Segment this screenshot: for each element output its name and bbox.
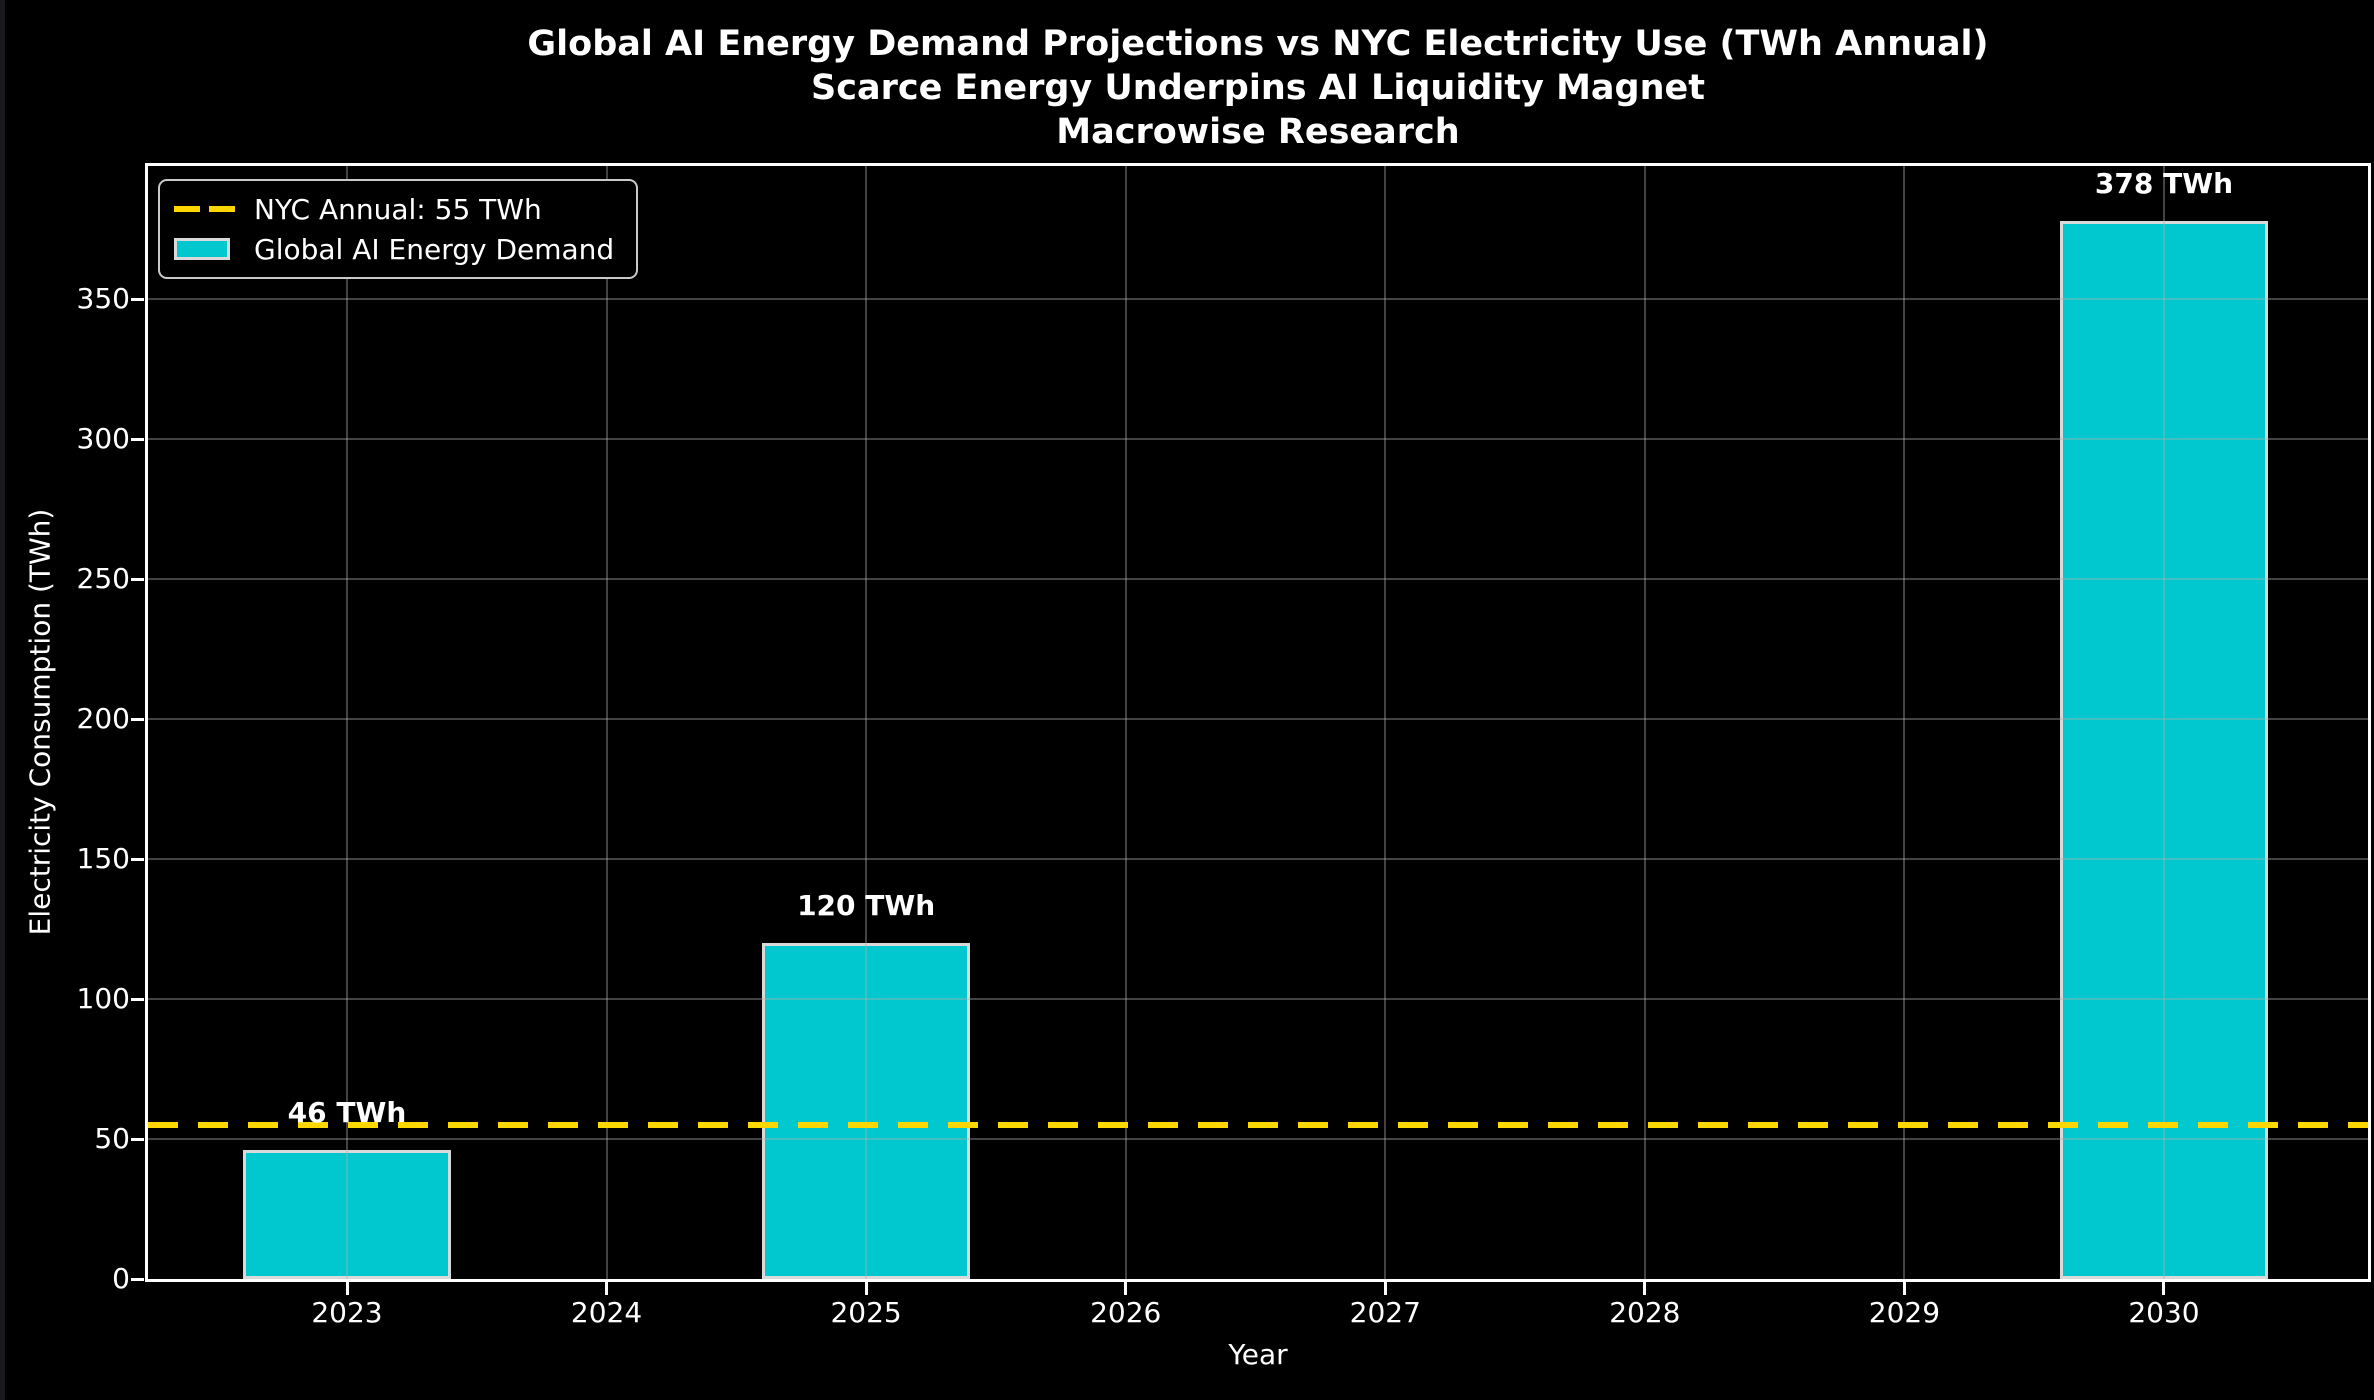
title-line-2: Scarce Energy Underpins AI Liquidity Mag… <box>811 68 1705 108</box>
gridline-vertical <box>2162 166 2165 1279</box>
dash-segment <box>174 206 200 212</box>
x-tick-label: 2029 <box>1868 1296 1941 1329</box>
y-tick-mark <box>131 577 144 581</box>
gridline-horizontal <box>148 858 2368 860</box>
y-tick-mark <box>131 297 144 301</box>
y-tick-mark <box>131 997 144 1001</box>
y-tick-mark <box>131 857 144 861</box>
legend-item-nyc: NYC Annual: 55 TWh <box>174 189 614 229</box>
y-tick-label: 350 <box>76 282 130 315</box>
gridline-horizontal <box>148 998 2368 1000</box>
x-tick-mark <box>605 1282 609 1295</box>
x-tick-mark <box>2162 1282 2166 1295</box>
bar-value-label-2023: 46 TWh <box>287 1096 407 1130</box>
gridline-vertical <box>605 166 608 1279</box>
y-tick-mark <box>131 717 144 721</box>
gridline-horizontal <box>148 298 2368 300</box>
gridline-vertical <box>1384 166 1387 1279</box>
x-tick-mark <box>1124 1282 1128 1295</box>
gridline-vertical <box>1643 166 1646 1279</box>
y-tick-label: 250 <box>76 562 130 595</box>
x-tick-mark <box>345 1282 349 1295</box>
bar-2030 <box>2059 220 2268 1279</box>
y-tick-mark <box>131 437 144 441</box>
dashed-line-swatch <box>174 206 238 212</box>
bar-2023 <box>243 1150 451 1279</box>
x-tick-label: 2030 <box>2128 1296 2200 1329</box>
y-tick-label: 50 <box>94 1122 130 1155</box>
y-tick-label: 200 <box>76 702 130 735</box>
screen-edge-artifact <box>0 0 5 1400</box>
x-tick-mark <box>1383 1282 1387 1295</box>
legend-item-ai-demand: Global AI Energy Demand <box>174 229 614 269</box>
y-tick-label: 100 <box>76 982 130 1015</box>
legend-label-nyc: NYC Annual: 55 TWh <box>254 192 542 226</box>
x-tick-mark <box>1902 1282 1906 1295</box>
x-axis-label: Year <box>1228 1338 1288 1371</box>
y-tick-mark <box>131 1277 144 1281</box>
legend-label-ai-demand: Global AI Energy Demand <box>254 232 615 266</box>
x-tick-label: 2027 <box>1349 1296 1421 1329</box>
chart-title: Global AI Energy Demand Projections vs N… <box>145 22 2371 154</box>
x-tick-label: 2026 <box>1090 1296 1162 1329</box>
gridline-horizontal <box>148 438 2368 440</box>
title-line-3: Macrowise Research <box>1056 112 1460 152</box>
x-tick-label: 2025 <box>830 1296 902 1329</box>
gridline-vertical <box>1903 166 1906 1279</box>
patch-segment <box>174 238 230 260</box>
gridline-horizontal <box>148 1138 2368 1140</box>
x-tick-mark <box>864 1282 868 1295</box>
bar-swatch <box>174 238 238 260</box>
legend: NYC Annual: 55 TWh Global AI Energy Dema… <box>158 179 639 279</box>
plot-area: 46 TWh 120 TWh 378 TWh NYC Annual: 55 TWh … <box>145 163 2371 1282</box>
x-tick-label: 2023 <box>311 1296 383 1329</box>
title-line-1: Global AI Energy Demand Projections vs N… <box>527 24 1989 64</box>
bar-2025 <box>762 943 971 1279</box>
bar-value-label-2025: 120 TWh <box>797 889 936 922</box>
y-tick-label: 0 <box>112 1262 130 1295</box>
gridline-horizontal <box>148 718 2368 720</box>
y-tick-label: 150 <box>76 842 130 875</box>
gridline-horizontal <box>148 578 2368 580</box>
x-tick-label: 2024 <box>570 1296 643 1329</box>
gridline-vertical <box>865 166 868 1279</box>
gridline-vertical <box>346 166 348 1279</box>
y-tick-label: 300 <box>76 422 130 455</box>
x-tick-mark <box>1643 1282 1647 1295</box>
bar-value-label-2030: 378 TWh <box>2094 166 2234 200</box>
x-tick-label: 2028 <box>1609 1296 1681 1329</box>
nyc-reference-line <box>148 1122 2368 1128</box>
dash-segment <box>209 206 235 212</box>
gridline-vertical <box>1124 166 1127 1279</box>
y-tick-mark <box>131 1137 144 1141</box>
